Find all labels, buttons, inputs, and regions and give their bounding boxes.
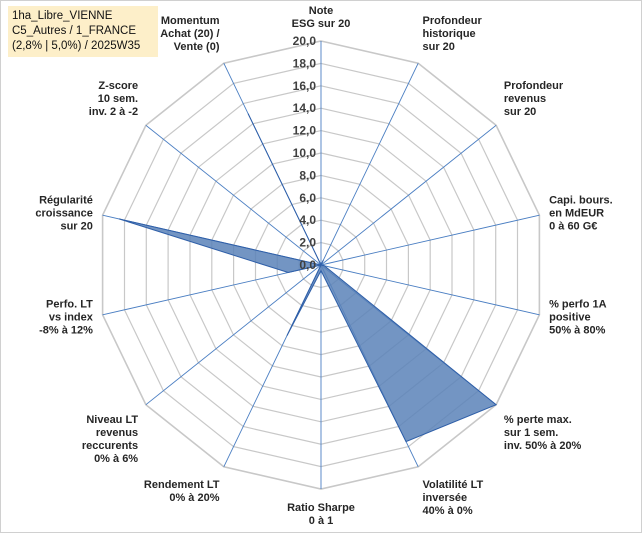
tick-label: 0,0 (299, 258, 316, 272)
tick-label: 8,0 (299, 168, 316, 182)
tick-label: 10,0 (293, 146, 317, 160)
axis-label-line: 0 à 60 G€ (549, 220, 597, 232)
axis-label-line: sur 20 (504, 106, 536, 118)
axis-label-line: Achat (20) / (160, 28, 219, 40)
axis-spoke (320, 124, 497, 266)
axis-label-line: 0 à 1 (309, 515, 333, 527)
axis-spoke (145, 124, 322, 266)
axis-label-line: revenus (504, 93, 546, 105)
axis-label-line: % perte max. (504, 414, 572, 426)
axis-label-line: 0% à 20% (169, 492, 219, 504)
axis-label-line: positive (549, 312, 591, 324)
info-box: 1ha_Libre_VIENNE C5_Autres / 1_FRANCE (2… (8, 6, 158, 57)
axis-label-line: sur 20 (423, 41, 455, 53)
axis-label-line: 40% à 0% (423, 505, 473, 517)
axis-label-line: 10 sem. (98, 93, 138, 105)
axis-label: % perte max.sur 1 sem.inv. 50% à 20% (504, 414, 582, 452)
axis-label-line: sur 1 sem. (504, 427, 558, 439)
axis-label-line: inversée (423, 492, 468, 504)
axis-label-line: Vente (0) (174, 41, 220, 53)
axis-spoke (320, 63, 419, 266)
axis-label-line: Note (309, 5, 333, 17)
axis-label-line: -8% à 12% (39, 325, 93, 337)
tick-label: 14,0 (293, 101, 317, 115)
axis-label-line: historique (423, 28, 476, 40)
axis-spoke (145, 264, 322, 406)
axis-label-line: vs index (49, 312, 94, 324)
axis-label-line: sur 20 (60, 220, 92, 232)
axis-spoke (102, 264, 322, 316)
axis-label-line: Perfo. LT (46, 299, 93, 311)
tick-label: 20,0 (293, 34, 317, 48)
data-layer (118, 113, 498, 443)
tick-label: 4,0 (299, 213, 316, 227)
axis-label: Rendement LT0% à 20% (144, 479, 220, 504)
axis-label-line: 0% à 6% (94, 453, 138, 465)
axis-spoke (320, 214, 540, 266)
tick-label: 2,0 (299, 236, 316, 250)
tick-label: 12,0 (293, 124, 317, 138)
tick-layer: 0,0 2,0 4,0 6,0 8,0 10,0 12,0 14,0 16,0 18,0 20,0 (293, 34, 317, 272)
axis-label-line: % perfo 1A (549, 299, 607, 311)
axis-spoke (320, 264, 540, 316)
tick-label: 18,0 (293, 56, 317, 70)
axis-label-line: Volatilité LT (423, 479, 484, 491)
axis-label-line: Capi. bours. (549, 194, 613, 206)
tick-label: 6,0 (299, 191, 316, 205)
axis-label-line: 50% à 80% (549, 325, 605, 337)
axis-label-line: en MdEUR (549, 207, 604, 219)
axis-label-line: Ratio Sharpe (287, 502, 355, 514)
axis-label-line: Profondeur (504, 80, 564, 92)
axis-label-line: ESG sur 20 (292, 18, 351, 30)
axis-label-line: inv. 50% à 20% (504, 440, 582, 452)
axis-label-line: Z-score (98, 80, 138, 92)
data-series-area (118, 113, 498, 443)
info-line-3: (2,8% | 5,0%) / 2025W35 (12, 40, 141, 52)
axis-label-line: Niveau LT (86, 414, 138, 426)
axis-label-line: inv. 2 à -2 (89, 106, 138, 118)
axis-label-line: Rendement LT (144, 479, 220, 491)
axis-label-line: Profondeur (423, 15, 483, 27)
tick-label: 16,0 (293, 79, 317, 93)
axis-label-line: Momentum (161, 15, 220, 27)
info-line-2: C5_Autres / 1_FRANCE (12, 25, 136, 37)
axis-label-line: Régularité (39, 194, 93, 206)
axis-label-line: revenus (96, 427, 138, 439)
axis-label-line: reccurents (82, 440, 138, 452)
axis-label-line: croissance (35, 207, 92, 219)
info-line-1: 1ha_Libre_VIENNE (12, 10, 113, 22)
